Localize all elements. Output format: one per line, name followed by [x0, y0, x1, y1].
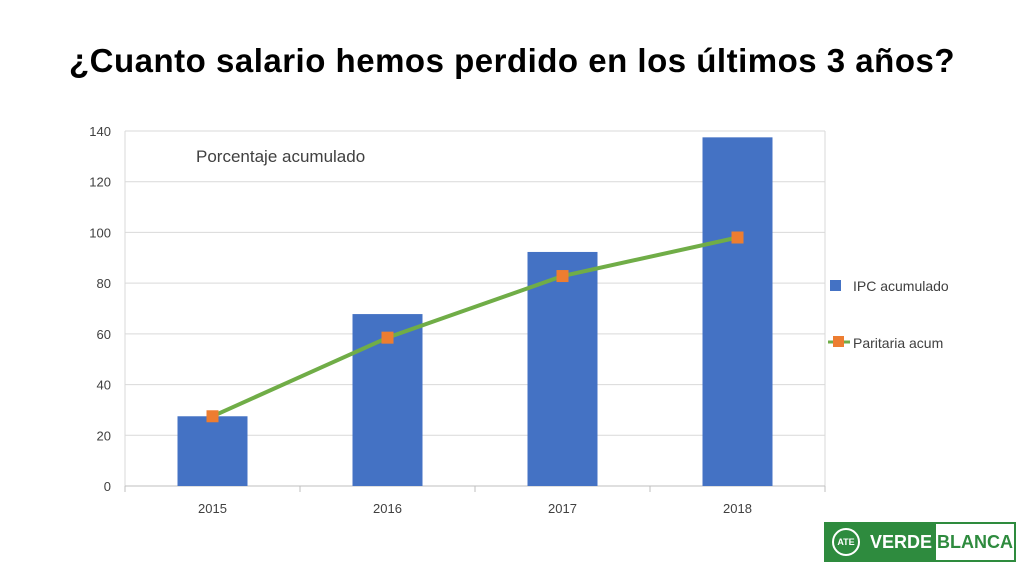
y-tick-label: 80 — [97, 276, 111, 291]
legend-swatch-marker — [833, 336, 844, 347]
line-marker — [206, 410, 219, 423]
y-tick-label: 0 — [104, 479, 111, 494]
legend-label: Paritaria acum — [853, 335, 943, 351]
y-tick-label: 20 — [97, 428, 111, 443]
y-axis: 0 20 40 60 80 100 120 140 — [89, 124, 826, 494]
verde-blanca-logo: ATE VERDE BLANCA — [824, 522, 1016, 562]
bar — [527, 251, 598, 486]
y-tick-label: 40 — [97, 378, 111, 393]
line-marker — [556, 270, 569, 283]
y-tick-label: 120 — [89, 175, 111, 190]
logo-word-blanca: BLANCA — [937, 531, 1013, 552]
y-tick-label: 100 — [89, 225, 111, 240]
legend: IPC acumulado Paritaria acum — [828, 278, 949, 351]
legend-swatch-bar — [830, 280, 841, 291]
x-tick-label: 2016 — [373, 501, 402, 516]
bar — [177, 416, 248, 486]
slide-title: ¿Cuanto salario hemos perdido en los últ… — [69, 42, 955, 79]
x-tick-label: 2017 — [548, 501, 577, 516]
bar — [702, 137, 773, 486]
line-series — [206, 231, 744, 423]
y-tick-label: 140 — [89, 124, 111, 139]
x-axis: 2015 2016 2017 2018 — [124, 485, 826, 516]
line-marker — [731, 231, 744, 244]
ate-emblem-icon: ATE — [826, 524, 866, 560]
legend-label: IPC acumulado — [853, 278, 949, 294]
x-tick-label: 2018 — [723, 501, 752, 516]
bars — [177, 137, 773, 486]
line-marker — [381, 331, 394, 344]
chart-annotation: Porcentaje acumulado — [196, 147, 365, 166]
x-tick-label: 2015 — [198, 501, 227, 516]
series-line — [211, 235, 738, 419]
logo-word-verde: VERDE — [866, 524, 936, 560]
y-tick-label: 60 — [97, 327, 111, 342]
